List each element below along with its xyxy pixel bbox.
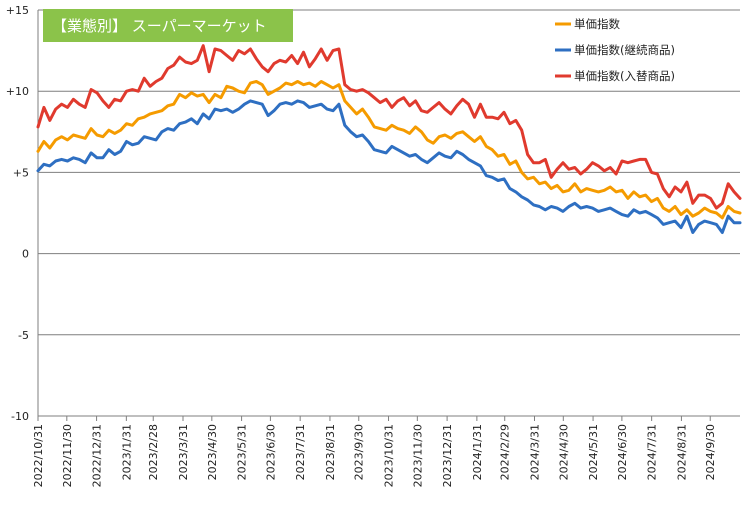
x-tick-label: 2024/9/30 — [704, 424, 717, 480]
x-tick-label: 2024/4/30 — [557, 424, 570, 480]
y-tick-label: -5 — [18, 329, 29, 342]
y-tick-label: +5 — [13, 166, 29, 179]
x-tick-label: 2023/1/31 — [120, 424, 133, 480]
x-tick-label: 2022/12/31 — [91, 424, 104, 487]
x-tick-label: 2023/5/31 — [236, 424, 249, 480]
y-tick-label: 0 — [22, 248, 29, 261]
x-tick-label: 2024/1/31 — [471, 424, 484, 480]
chart-title-background — [43, 9, 293, 42]
y-tick-label: -10 — [11, 410, 29, 423]
legend-item: 単価指数(継続商品) — [555, 43, 675, 57]
chart-title-box: 【業態別】 スーパーマーケット — [43, 9, 293, 42]
x-tick-label: 2024/5/31 — [587, 424, 600, 480]
x-tick-label: 2023/11/30 — [411, 424, 424, 487]
series-line-1 — [36, 80, 742, 220]
x-axis-ticks: 2022/10/31 2022/11/30 2022/12/31 2023/1/31 2… — [32, 416, 717, 487]
series-lines — [36, 44, 742, 234]
x-tick-label: 2023/10/31 — [383, 424, 396, 487]
legend-item: 単価指数(入替商品) — [555, 69, 675, 83]
x-tick-label: 2023/4/30 — [206, 424, 219, 480]
x-tick-label: 2024/7/31 — [646, 424, 659, 480]
x-tick-label: 2024/6/30 — [616, 424, 629, 480]
x-tick-label: 2023/8/31 — [324, 424, 337, 480]
legend-item: 単価指数 — [555, 17, 620, 31]
x-tick-label: 2024/8/31 — [675, 424, 688, 480]
x-tick-label: 2023/9/30 — [353, 424, 366, 480]
x-tick-label: 2023/3/31 — [177, 424, 190, 480]
series-line-2 — [36, 99, 742, 234]
legend-label: 単価指数(入替商品) — [574, 69, 675, 83]
x-tick-label: 2022/11/30 — [61, 424, 74, 487]
x-tick-label: 2022/10/31 — [32, 424, 45, 487]
y-tick-label: +10 — [6, 85, 29, 98]
x-tick-label: 2023/12/31 — [441, 424, 454, 487]
x-tick-label: 2024/3/31 — [528, 424, 541, 480]
chart-title: 【業態別】 スーパーマーケット — [52, 17, 267, 35]
x-tick-label: 2023/7/31 — [294, 424, 307, 480]
x-tick-label: 2024/2/29 — [499, 424, 512, 480]
x-tick-label: 2023/2/28 — [147, 424, 160, 480]
x-tick-label: 2023/6/30 — [264, 424, 277, 480]
series-line-3 — [36, 44, 742, 210]
y-axis-ticks: +15 +10 +5 0 -5 -10 — [6, 4, 29, 423]
legend-label: 単価指数(継続商品) — [574, 43, 675, 57]
legend-label: 単価指数 — [574, 17, 620, 31]
y-tick-label: +15 — [6, 4, 29, 17]
